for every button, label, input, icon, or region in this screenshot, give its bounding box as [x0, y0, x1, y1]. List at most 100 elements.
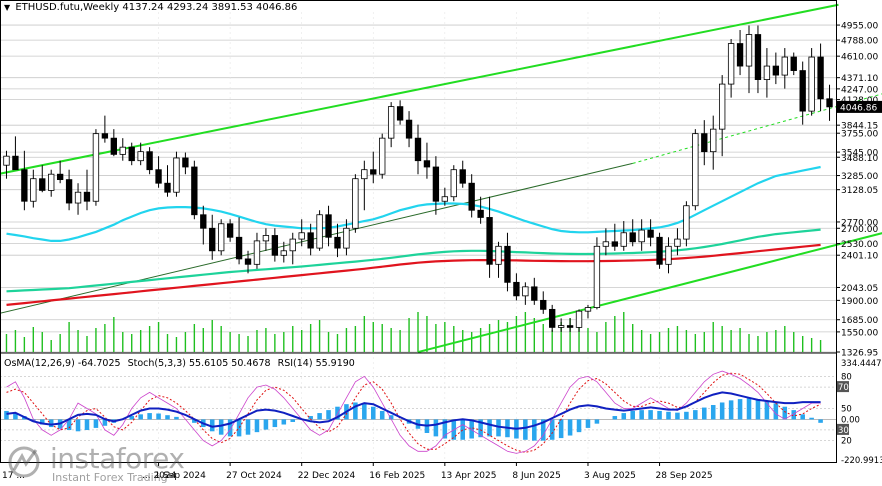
price-tick-label: 4247.00: [841, 85, 878, 95]
candle-body: [701, 133, 708, 153]
candle: [790, 52, 797, 76]
osma-bar: [335, 406, 340, 420]
candle: [531, 277, 538, 305]
candle-body: [244, 258, 252, 265]
osma-bar: [263, 419, 269, 430]
osma-bar: [254, 419, 260, 433]
time-tick-label: 1 Sep 2024: [155, 471, 207, 481]
price-tick-label: 2530.00: [841, 240, 878, 250]
osma-bar: [809, 417, 814, 420]
candle-body: [781, 56, 788, 76]
candle: [101, 115, 109, 143]
candle-body: [101, 133, 109, 139]
candle: [83, 169, 91, 211]
osma-bar: [353, 402, 358, 420]
candle-body: [146, 151, 153, 171]
candle-body: [763, 65, 771, 80]
candle: [718, 75, 726, 157]
candle-body: [754, 34, 762, 80]
candle: [745, 25, 753, 94]
osma-bar: [523, 419, 528, 440]
osma-bar: [532, 419, 537, 441]
candle-body: [298, 232, 305, 240]
candle-body: [65, 179, 73, 204]
candle: [334, 223, 341, 258]
candle-body: [30, 178, 37, 202]
candle: [763, 48, 771, 98]
candle-body: [540, 299, 547, 310]
candle: [549, 304, 556, 332]
osma-bar: [102, 419, 108, 426]
collapse-triangle-icon[interactable]: ▼: [4, 3, 11, 12]
candle: [477, 196, 484, 224]
candle: [414, 124, 422, 175]
price-tick-label: 2770.00: [841, 218, 878, 228]
candle: [575, 309, 583, 332]
candle: [620, 221, 627, 251]
candle: [710, 115, 717, 170]
trend-channel: [0, 3, 882, 354]
candle: [781, 48, 788, 89]
candle: [39, 165, 46, 193]
candle: [665, 237, 672, 274]
osma-bar: [326, 410, 331, 420]
candle: [423, 142, 431, 179]
candle-body: [736, 43, 744, 67]
osma-bar: [773, 403, 779, 420]
price-tick-label: 3545.00: [841, 149, 878, 159]
time-tick-label: 16 Feb 2025: [369, 471, 425, 481]
candle-body: [575, 310, 583, 328]
stoch-main-line: [6, 370, 821, 454]
candle-body: [343, 227, 350, 249]
candle: [504, 232, 511, 292]
time-axis: 1 Sep 2024 27 Oct 2024 22 Dec 2024 16 Feb 2…: [2, 462, 713, 481]
candle: [432, 156, 440, 215]
rsi-label: RSI(14) 55.9190: [277, 358, 355, 369]
candle: [692, 129, 699, 211]
candle-body: [119, 146, 126, 155]
candle: [674, 228, 681, 256]
candle: [21, 150, 28, 211]
candle-body: [718, 83, 726, 130]
time-tick-label-partial: 17 ...: [2, 471, 25, 481]
candle: [92, 129, 100, 206]
osma-bar: [129, 416, 134, 420]
osma-bar: [496, 419, 501, 437]
candle-body: [665, 245, 672, 265]
candle-body: [611, 241, 618, 247]
osma-bar: [585, 419, 591, 428]
price-tick-label: 2401.10: [841, 252, 878, 262]
candle-body: [799, 70, 806, 112]
osma-bar: [782, 406, 788, 420]
candle-body: [173, 157, 180, 193]
ma-red-line: [6, 243, 821, 306]
candle: [244, 250, 252, 274]
candle-body: [513, 281, 520, 297]
candle: [289, 232, 296, 265]
price-tick-label: 1685.00: [841, 316, 878, 326]
candle: [191, 160, 198, 220]
price-grid: [0, 12, 836, 462]
candle-body: [325, 214, 332, 238]
osma-bar: [621, 413, 627, 420]
candle-body: [450, 169, 457, 198]
candle-body: [155, 169, 162, 184]
osc-tick-label: -220.9913: [841, 456, 882, 466]
candle-body: [200, 214, 207, 229]
candle-body: [12, 155, 19, 171]
brand-watermark: instaforex Instant Forex Trading: [6, 442, 246, 484]
candle-body: [549, 308, 556, 328]
candle: [629, 219, 636, 247]
osma-bar: [379, 410, 385, 420]
candle-body: [504, 245, 511, 283]
osma-bar: [362, 403, 367, 420]
candle-body: [191, 166, 198, 216]
osma-bar: [209, 419, 215, 432]
candle-body: [235, 236, 243, 260]
candle: [540, 291, 547, 314]
candle-body: [21, 169, 28, 202]
osma-bar: [469, 419, 474, 439]
osma-bar: [755, 399, 761, 420]
candle-body: [396, 106, 404, 121]
osma-bar: [540, 419, 546, 441]
